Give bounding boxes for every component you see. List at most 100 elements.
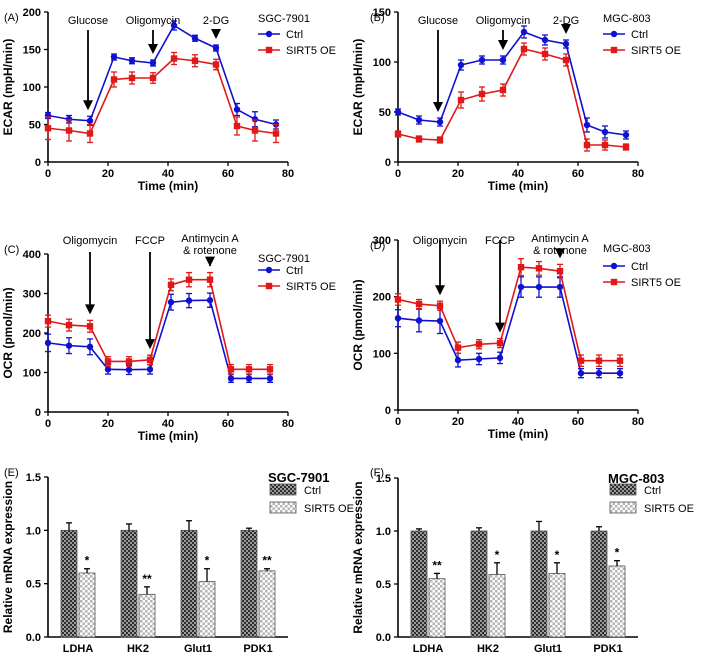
y-axis-title: Relative mRNA expression	[351, 481, 365, 633]
data-point	[86, 117, 94, 124]
y-tick-label: 300	[373, 235, 391, 247]
bar-sirt5-oe	[488, 574, 506, 638]
annotation-label: Oligomycin	[476, 15, 530, 27]
data-point	[272, 130, 280, 137]
y-tick-label: 300	[23, 289, 41, 301]
legend-swatch	[609, 501, 637, 514]
y-tick-label: 100	[23, 368, 41, 380]
data-point	[583, 121, 591, 129]
y-tick-label: 1.0	[376, 526, 391, 538]
panel-a: (A) 0 50 100 150 200 ECAR (mpH/min) 0 20 40 60 80 Ti…	[1, 7, 336, 193]
panel-label: (A)	[4, 12, 19, 24]
category-label: Glut1	[534, 643, 562, 655]
y-tick-label: 0.5	[26, 579, 41, 591]
data-point	[251, 116, 259, 123]
x-axis-title: Time (min)	[138, 429, 198, 443]
y-tick-label: 0	[35, 407, 41, 419]
data-point	[44, 125, 52, 132]
arrow-head	[495, 322, 505, 333]
y-tick-label: 0	[385, 405, 391, 417]
legend-label: Ctrl	[304, 485, 321, 497]
y-tick-label: 1.5	[376, 473, 391, 485]
legend-swatch	[609, 483, 637, 496]
data-point	[212, 61, 220, 68]
data-point	[110, 76, 118, 83]
data-point	[167, 298, 175, 306]
data-point	[206, 276, 214, 283]
data-point	[541, 50, 549, 58]
data-point	[65, 321, 73, 329]
significance-mark: *	[85, 554, 90, 568]
bar-ctrl	[60, 529, 78, 638]
data-point	[191, 35, 199, 42]
data-point	[146, 366, 154, 373]
x-tick-label: 40	[512, 168, 524, 180]
y-tick-label: 150	[23, 45, 41, 57]
x-tick-label: 40	[512, 416, 524, 428]
y-axis-title: OCR (pmol/min)	[351, 279, 365, 370]
panel-label: (E)	[4, 467, 19, 479]
data-point	[233, 106, 241, 113]
data-point	[499, 56, 507, 64]
data-point	[616, 369, 624, 377]
y-tick-label: 0.5	[376, 579, 391, 591]
y-tick-label: 200	[373, 292, 391, 304]
data-point	[535, 265, 543, 272]
bar-sirt5-oe	[608, 565, 626, 638]
series-line-sirt5-oe	[397, 266, 620, 362]
data-point	[577, 357, 585, 364]
category-label: PDK1	[593, 643, 622, 655]
legend-marker	[610, 30, 618, 38]
data-point	[454, 356, 462, 364]
data-point	[454, 344, 462, 351]
y-tick-label: 50	[29, 120, 41, 132]
bar-sirt5-oe	[78, 572, 96, 638]
bar-ctrl	[120, 529, 138, 638]
data-point	[475, 341, 483, 348]
y-axis-title: Relative mRNA expression	[1, 481, 15, 633]
legend-label: SIRT5 OE	[631, 45, 681, 57]
panel-b: (B) 0 50 100 150 ECAR (mpH/min) 0 20 40 60 80 Time …	[351, 7, 681, 193]
y-tick-label: 1.0	[26, 525, 41, 537]
x-axis-title: Time (min)	[488, 427, 548, 441]
legend-label: SIRT5 OE	[644, 503, 694, 515]
category-label: HK2	[477, 643, 499, 655]
y-axis-title: ECAR (mpH/min)	[351, 39, 365, 136]
x-axis-title: Time (min)	[488, 179, 548, 193]
data-point	[415, 300, 423, 308]
bar-ctrl	[240, 529, 258, 638]
x-tick-label: 80	[632, 168, 644, 180]
x-tick-label: 20	[102, 168, 114, 180]
data-point	[104, 358, 112, 365]
data-point	[556, 267, 564, 275]
arrow-head	[83, 100, 93, 111]
x-tick-label: 60	[222, 418, 234, 430]
data-point	[595, 369, 603, 377]
x-tick-label: 40	[162, 418, 174, 430]
significance-mark: *	[555, 548, 560, 562]
data-point	[86, 130, 94, 137]
y-tick-label: 100	[23, 82, 41, 94]
data-point	[233, 122, 241, 130]
legend-label: SIRT5 OE	[304, 503, 354, 515]
legend-marker	[610, 262, 618, 270]
data-point	[149, 74, 157, 82]
legend-label: Ctrl	[631, 261, 648, 273]
x-tick-label: 0	[45, 418, 51, 430]
series-line-sirt5-oe	[47, 278, 270, 371]
data-point	[251, 127, 259, 134]
data-point	[535, 283, 543, 291]
y-tick-label: 0	[35, 157, 41, 169]
x-tick-label: 60	[572, 168, 584, 180]
category-label: LDHA	[413, 643, 444, 655]
data-point	[170, 22, 178, 29]
panel-c: (C) 0 100 200 300 400 OCR (pmol/min) 0 20 40 60 80 T…	[1, 233, 336, 443]
y-axis-title: OCR (pmol/min)	[1, 287, 15, 378]
data-point	[562, 40, 570, 48]
arrow-head	[555, 248, 565, 259]
bar-sirt5-oe	[198, 581, 216, 638]
series-line-sirt5-oe	[397, 48, 627, 148]
chart-title: MGC-803	[608, 471, 664, 486]
legend-swatch	[269, 483, 297, 496]
